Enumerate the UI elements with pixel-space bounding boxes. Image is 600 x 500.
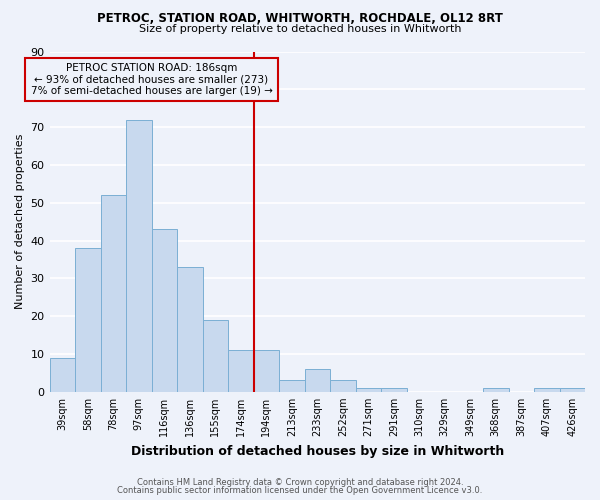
Bar <box>483 388 509 392</box>
Bar <box>254 350 279 392</box>
Bar <box>126 120 152 392</box>
Bar <box>228 350 254 392</box>
Bar <box>305 369 330 392</box>
Bar <box>75 248 101 392</box>
Bar <box>356 388 381 392</box>
Bar <box>330 380 356 392</box>
Text: Size of property relative to detached houses in Whitworth: Size of property relative to detached ho… <box>139 24 461 34</box>
Bar <box>534 388 560 392</box>
Bar <box>152 229 177 392</box>
Text: Contains public sector information licensed under the Open Government Licence v3: Contains public sector information licen… <box>118 486 482 495</box>
Bar <box>50 358 75 392</box>
Bar <box>203 320 228 392</box>
Bar <box>560 388 585 392</box>
Text: Contains HM Land Registry data © Crown copyright and database right 2024.: Contains HM Land Registry data © Crown c… <box>137 478 463 487</box>
X-axis label: Distribution of detached houses by size in Whitworth: Distribution of detached houses by size … <box>131 444 504 458</box>
Bar <box>101 195 126 392</box>
Text: PETROC, STATION ROAD, WHITWORTH, ROCHDALE, OL12 8RT: PETROC, STATION ROAD, WHITWORTH, ROCHDAL… <box>97 12 503 26</box>
Bar <box>279 380 305 392</box>
Bar <box>381 388 407 392</box>
Text: PETROC STATION ROAD: 186sqm
← 93% of detached houses are smaller (273)
7% of sem: PETROC STATION ROAD: 186sqm ← 93% of det… <box>31 63 272 96</box>
Y-axis label: Number of detached properties: Number of detached properties <box>15 134 25 310</box>
Bar <box>177 267 203 392</box>
